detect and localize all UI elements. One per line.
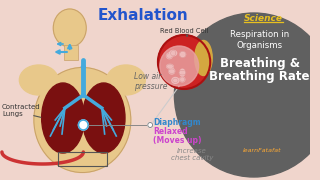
Ellipse shape [166, 53, 172, 59]
Circle shape [174, 13, 320, 177]
Ellipse shape [167, 64, 173, 69]
Ellipse shape [82, 83, 125, 153]
Circle shape [148, 123, 153, 127]
Ellipse shape [53, 9, 86, 47]
Text: Organisms: Organisms [236, 41, 283, 50]
Text: Contracted
Lungs: Contracted Lungs [2, 103, 41, 116]
Ellipse shape [169, 68, 175, 74]
Ellipse shape [20, 65, 58, 95]
Text: Breathing Rate: Breathing Rate [209, 70, 310, 83]
Text: Exhalation: Exhalation [98, 8, 189, 23]
Text: learnFatafat: learnFatafat [242, 148, 281, 153]
Text: Diaphragm: Diaphragm [153, 118, 201, 127]
Circle shape [78, 120, 88, 130]
Ellipse shape [195, 40, 212, 75]
Ellipse shape [180, 52, 186, 57]
Text: Science: Science [244, 14, 283, 23]
Circle shape [158, 35, 210, 89]
Text: Red Blood Cell: Red Blood Cell [160, 28, 208, 34]
Text: Breathing &: Breathing & [220, 57, 300, 70]
Text: (Moves up): (Moves up) [153, 136, 202, 145]
Ellipse shape [34, 68, 131, 172]
Text: Increase
chest cavity: Increase chest cavity [171, 148, 213, 161]
Text: Low air
pressure: Low air pressure [134, 72, 167, 91]
Ellipse shape [180, 69, 185, 76]
Ellipse shape [172, 78, 179, 83]
Circle shape [160, 46, 199, 86]
Ellipse shape [170, 50, 177, 56]
Text: Relaxed: Relaxed [153, 127, 188, 136]
Ellipse shape [42, 83, 84, 153]
Ellipse shape [180, 77, 185, 82]
Ellipse shape [107, 65, 145, 95]
Text: Respiration in: Respiration in [230, 30, 289, 39]
FancyBboxPatch shape [64, 45, 77, 60]
